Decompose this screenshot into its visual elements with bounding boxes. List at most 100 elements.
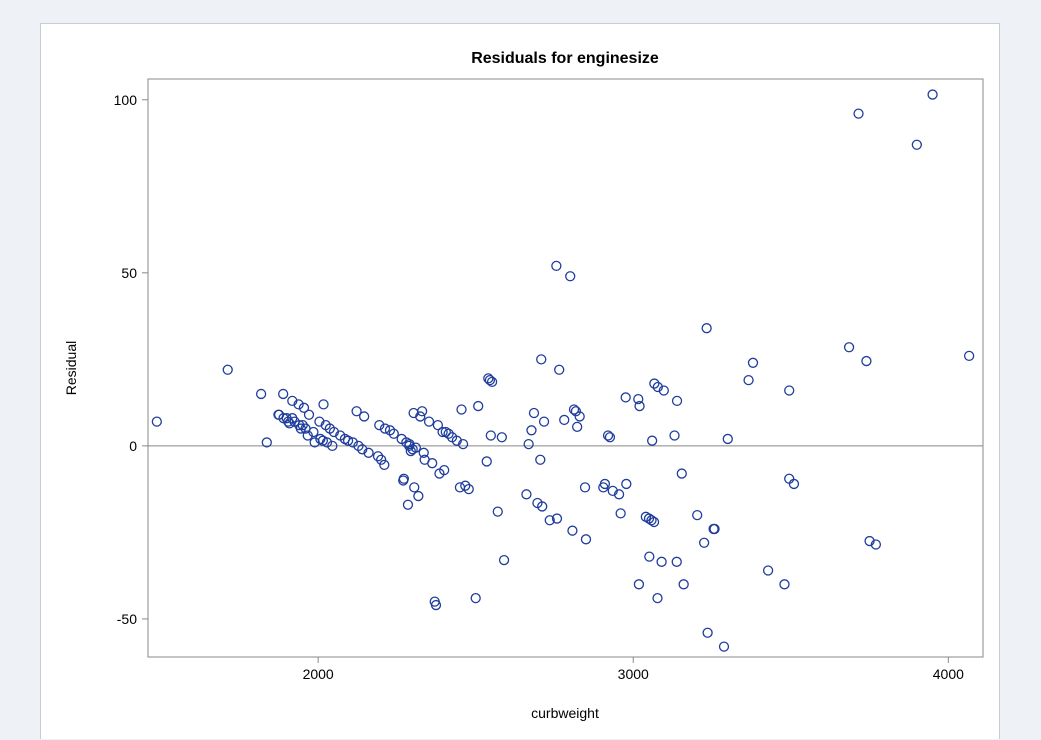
- data-point: [648, 516, 660, 528]
- data-point: [255, 388, 267, 400]
- data-point: [222, 364, 233, 375]
- data-point: [779, 579, 790, 590]
- y-tick-label: -50: [117, 611, 137, 627]
- data-point: [911, 139, 922, 150]
- data-point: [432, 419, 444, 431]
- plot-area: [147, 78, 984, 658]
- data-point: [451, 435, 462, 446]
- data-point: [927, 89, 938, 100]
- data-point: [702, 627, 713, 638]
- data-point: [297, 419, 308, 431]
- data-point: [463, 483, 474, 495]
- data-point: [647, 435, 658, 446]
- data-point: [788, 478, 800, 490]
- chart-title: Residuals for enginesize: [471, 50, 659, 67]
- data-point: [379, 423, 391, 434]
- data-point: [443, 428, 454, 439]
- data-point: [342, 435, 354, 446]
- data-point: [671, 395, 683, 407]
- data-point: [861, 355, 872, 367]
- data-point: [718, 641, 730, 652]
- data-point: [554, 364, 565, 375]
- data-point: [303, 409, 315, 420]
- data-point: [427, 458, 438, 469]
- data-point: [574, 411, 585, 422]
- data-point: [328, 426, 340, 438]
- data-point: [671, 556, 682, 567]
- data-point: [308, 426, 319, 438]
- data-point: [261, 437, 272, 448]
- data-point: [404, 438, 415, 450]
- data-point: [709, 523, 720, 535]
- data-point: [376, 454, 387, 465]
- data-point: [613, 489, 625, 500]
- data-point: [747, 357, 759, 368]
- data-point: [481, 456, 492, 467]
- data-point: [572, 421, 583, 432]
- data-point: [363, 447, 374, 458]
- data-point: [658, 385, 669, 396]
- x-axis-label: curbweight: [531, 705, 599, 721]
- data-point: [649, 378, 660, 389]
- data-point: [551, 513, 563, 524]
- data-point: [351, 406, 362, 417]
- data-point: [870, 539, 882, 550]
- data-point: [473, 400, 484, 412]
- data-point: [537, 501, 548, 512]
- data-point: [701, 323, 712, 334]
- data-point: [496, 432, 508, 443]
- data-point: [293, 399, 304, 410]
- data-point: [388, 428, 399, 439]
- data-point: [602, 430, 614, 441]
- data-point: [374, 419, 385, 431]
- data-point: [302, 430, 313, 441]
- data-point: [409, 482, 420, 493]
- data-point: [413, 490, 424, 502]
- data-point: [498, 554, 510, 566]
- data-point: [398, 473, 410, 484]
- data-point: [633, 579, 645, 590]
- x-tick-label: 2000: [303, 666, 334, 682]
- data-point: [415, 411, 426, 422]
- data-point: [652, 593, 663, 604]
- x-tick-label: 3000: [618, 666, 649, 682]
- data-point: [484, 374, 496, 386]
- data-point: [536, 354, 547, 365]
- data-point: [470, 593, 481, 604]
- data-point: [457, 438, 469, 450]
- chart-frame: Residuals for enginesize 2000 3000 4000 -50…: [40, 23, 1000, 739]
- data-point: [843, 342, 855, 353]
- data-point: [676, 468, 687, 479]
- data-point: [722, 433, 733, 445]
- data-point: [607, 485, 618, 497]
- data-point: [963, 350, 975, 362]
- data-point: [284, 418, 295, 429]
- data-point: [439, 464, 450, 476]
- data-point: [644, 551, 655, 562]
- x-tick-label: 4000: [933, 666, 964, 682]
- data-point: [853, 108, 864, 119]
- data-point: [460, 480, 471, 491]
- data-point: [440, 426, 451, 438]
- data-point: [599, 478, 611, 490]
- data-point: [604, 432, 616, 443]
- data-point: [678, 579, 689, 590]
- data-point: [743, 374, 754, 386]
- data-point: [318, 399, 329, 410]
- data-point: [634, 400, 645, 412]
- data-point: [535, 454, 546, 465]
- data-point: [646, 515, 657, 526]
- data-point: [698, 537, 710, 548]
- data-point: [652, 381, 663, 393]
- data-point: [287, 395, 298, 407]
- y-tick-label: 50: [121, 265, 137, 281]
- data-point: [620, 392, 631, 403]
- data-point: [692, 509, 703, 521]
- data-point: [523, 438, 534, 450]
- data-point: [456, 404, 467, 415]
- data-point: [372, 451, 384, 462]
- data-point: [314, 416, 325, 427]
- data-point: [528, 407, 540, 419]
- data-point: [151, 416, 162, 427]
- data-point: [278, 388, 289, 400]
